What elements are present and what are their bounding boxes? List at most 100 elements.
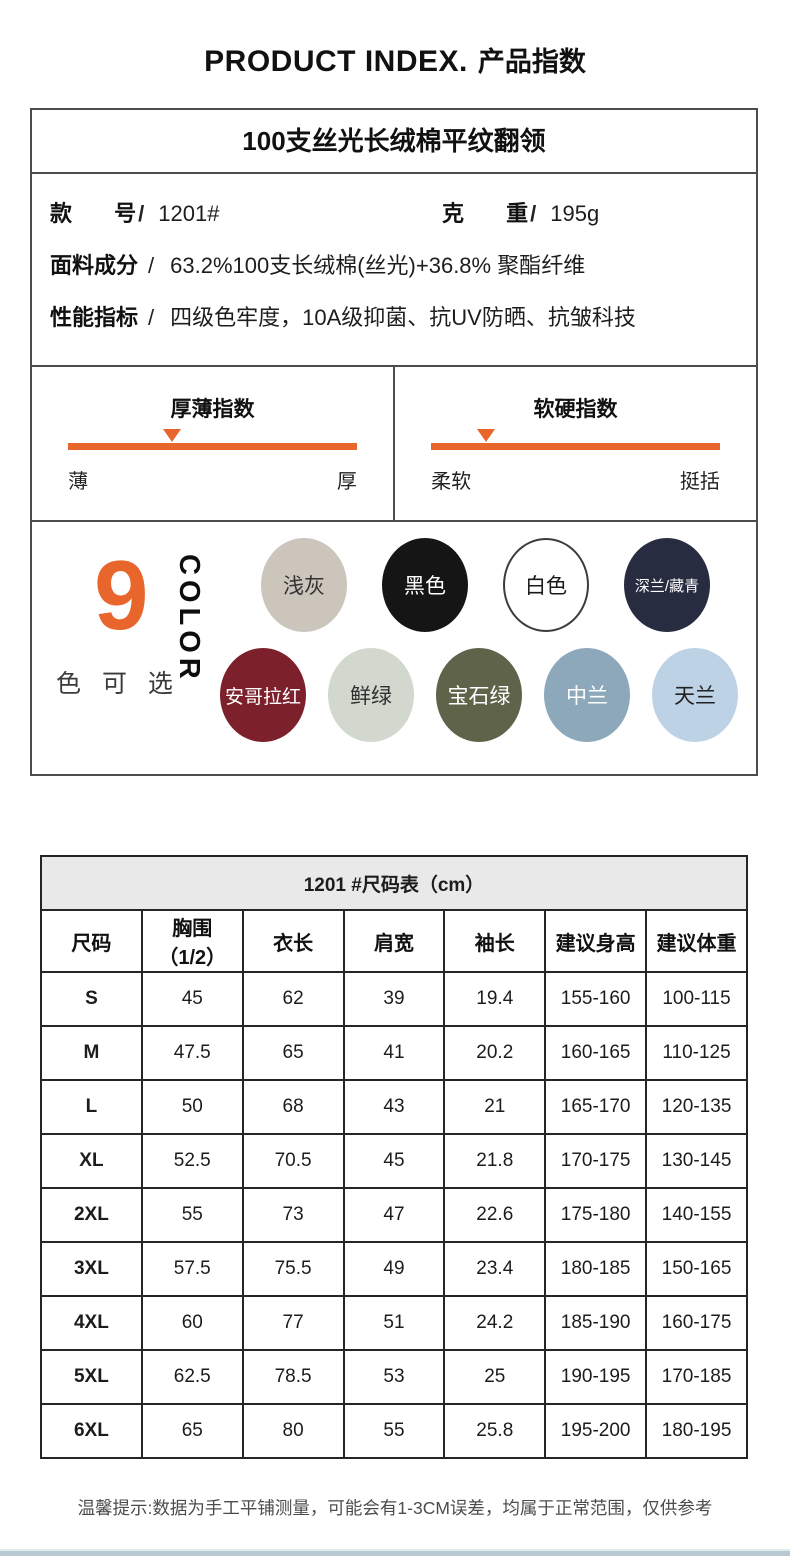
- table-cell: 49: [342, 1241, 446, 1297]
- table-header-cell: 建议身高: [544, 909, 648, 973]
- table-cell: 160-175: [645, 1295, 748, 1351]
- spec-separator: /: [138, 201, 145, 226]
- color-swatch-label: 深兰/藏青: [634, 577, 700, 595]
- table-cell: 75.5: [241, 1241, 345, 1297]
- table-cell: 52.5: [140, 1133, 244, 1189]
- table-cell: 51: [342, 1295, 446, 1351]
- table-cell: 78.5: [241, 1349, 345, 1405]
- table-row: M 47.5 65 41 20.2 160-165 110-125: [40, 1025, 748, 1081]
- softness-index-title: 软硬指数: [533, 398, 618, 421]
- table-cell: 160-165: [544, 1025, 648, 1081]
- thickness-index-panel: 厚薄指数 薄 厚: [32, 367, 395, 520]
- table-cell: 41: [342, 1025, 446, 1081]
- table-cell: 24.2: [443, 1295, 547, 1351]
- table-cell: 50: [140, 1079, 244, 1135]
- table-cell: 43: [342, 1079, 446, 1135]
- swatch-row-1: 浅灰 黑色 白色 深兰/藏青: [261, 538, 756, 632]
- table-cell: 39: [342, 971, 446, 1027]
- table-header-cell: 衣长: [241, 909, 345, 973]
- table-cell: 80: [241, 1403, 345, 1459]
- thickness-label-max: 厚: [336, 471, 357, 493]
- table-title-row: 1201 #尺码表（cm）: [40, 855, 748, 911]
- softness-index-panel: 软硬指数 柔软 挺括: [395, 367, 756, 520]
- softness-marker-icon: [476, 429, 495, 442]
- table-cell: 65: [140, 1403, 244, 1459]
- table-cell: 170-185: [645, 1349, 748, 1405]
- spec-performance: 性能指标 / 四级色牢度，10A级抑菌、抗UV防晒、抗皱科技: [50, 304, 636, 332]
- color-count-suffix: 色 可 选: [56, 670, 173, 698]
- table-cell: 180-195: [645, 1403, 748, 1459]
- table-cell: 25: [443, 1349, 547, 1405]
- table-row: 6XL 65 80 55 25.8 195-200 180-195: [40, 1403, 748, 1459]
- table-header-cell: 袖长: [443, 909, 547, 973]
- color-swatch-label: 天兰: [674, 685, 716, 708]
- table-cell: 55: [342, 1403, 446, 1459]
- color-section: 9 色 可 选 COLOR 浅灰 黑色 白色 深兰/藏青 安哥拉红 鲜绿 宝石绿 中兰 天兰: [32, 520, 756, 774]
- table-cell: 60: [140, 1295, 244, 1351]
- color-swatch: 黑色: [382, 538, 468, 632]
- table-cell: 19.4: [443, 971, 547, 1027]
- page-header: PRODUCT INDEX. 产品指数: [0, 40, 790, 79]
- product-title: 100支丝光长绒棉平纹翻领: [32, 110, 756, 174]
- table-cell: 53: [342, 1349, 446, 1405]
- size-label-cell: M: [40, 1025, 143, 1081]
- table-cell: 195-200: [544, 1403, 648, 1459]
- size-label-cell: 5XL: [40, 1349, 143, 1405]
- table-cell: 77: [241, 1295, 345, 1351]
- swatch-row-2: 安哥拉红 鲜绿 宝石绿 中兰 天兰: [220, 648, 756, 742]
- table-cell: 45: [342, 1133, 446, 1189]
- header-title-zh: 产品指数: [477, 47, 586, 77]
- table-row: 2XL 55 73 47 22.6 175-180 140-155: [40, 1187, 748, 1243]
- table-cell: 130-145: [645, 1133, 748, 1189]
- table-cell: 21.8: [443, 1133, 547, 1189]
- size-label-cell: XL: [40, 1133, 143, 1189]
- color-swatch: 安哥拉红: [220, 648, 306, 742]
- size-table-body: S 45 62 39 19.4 155-160 100-115 M 47.5 65 41 20.2 16…: [40, 971, 748, 1459]
- thickness-label-min: 薄: [68, 471, 89, 493]
- softness-bar: [431, 443, 720, 450]
- product-info-box: 100支丝光长绒棉平纹翻领 款 号/1201# 克 重/195g 面料成分/63…: [30, 108, 758, 776]
- color-count: 9: [94, 540, 149, 650]
- table-cell: 23.4: [443, 1241, 547, 1297]
- table-cell: 45: [140, 971, 244, 1027]
- table-cell: 65: [241, 1025, 345, 1081]
- spec-separator: /: [530, 201, 537, 226]
- size-label-cell: S: [40, 971, 143, 1027]
- thickness-marker-icon: [163, 429, 182, 442]
- size-table-title: 1201 #尺码表（cm）: [40, 855, 748, 911]
- color-swatch-label: 白色: [525, 575, 567, 598]
- spec-weight-label: 克 重: [442, 201, 529, 226]
- spec-separator: /: [148, 253, 155, 278]
- table-cell: 62.5: [140, 1349, 244, 1405]
- table-header-cell: 建议体重: [645, 909, 748, 973]
- color-swatch-label: 鲜绿: [350, 685, 392, 708]
- table-cell: 57.5: [140, 1241, 244, 1297]
- table-row: S 45 62 39 19.4 155-160 100-115: [40, 971, 748, 1027]
- size-label-cell: 2XL: [40, 1187, 143, 1243]
- table-cell: 68: [241, 1079, 345, 1135]
- color-swatch: 中兰: [544, 648, 630, 742]
- color-swatch: 宝石绿: [436, 648, 522, 742]
- softness-label-min: 柔软: [431, 471, 472, 493]
- thickness-index-title: 厚薄指数: [170, 398, 255, 421]
- table-cell: 180-185: [544, 1241, 648, 1297]
- size-label-cell: 6XL: [40, 1403, 143, 1459]
- table-header-row: 尺码 胸围（1/2） 衣长 肩宽 袖长 建议身高 建议体重: [40, 909, 748, 973]
- table-header-cell: 肩宽: [342, 909, 446, 973]
- table-cell: 150-165: [645, 1241, 748, 1297]
- spec-model-value: 1201#: [158, 201, 220, 226]
- color-swatch-label: 黑色: [404, 575, 446, 598]
- size-label-cell: 4XL: [40, 1295, 143, 1351]
- spec-weight: 克 重/ 195g: [442, 200, 599, 228]
- table-cell: 73: [241, 1187, 345, 1243]
- spec-performance-label: 性能指标: [50, 305, 139, 330]
- spec-fabric-value: 63.2%100支长绒棉(丝光)+36.8% 聚酯纤维: [170, 253, 586, 278]
- table-cell: 20.2: [443, 1025, 547, 1081]
- table-cell: 47: [342, 1187, 446, 1243]
- spec-fabric: 面料成分 / 63.2%100支长绒棉(丝光)+36.8% 聚酯纤维: [50, 252, 585, 280]
- table-cell: 22.6: [443, 1187, 547, 1243]
- table-cell: 100-115: [645, 971, 748, 1027]
- table-row: 5XL 62.5 78.5 53 25 190-195 170-185: [40, 1349, 748, 1405]
